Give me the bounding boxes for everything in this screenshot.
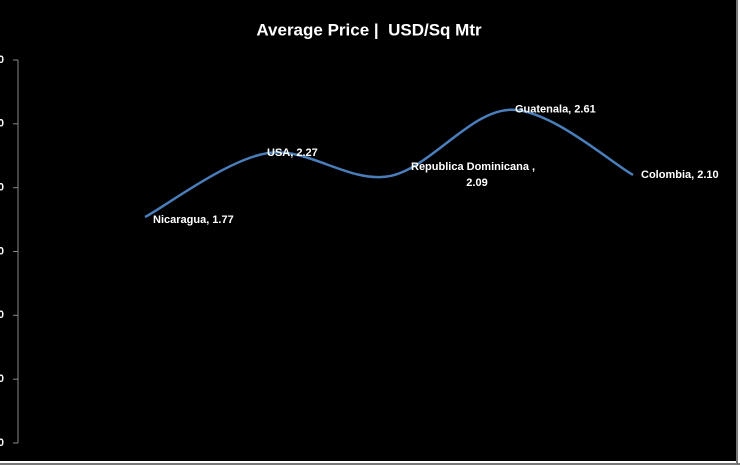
frame-edge (0, 463, 740, 465)
data-label: Republica Dominicana , 2.09 (411, 161, 535, 189)
y-tick-label: 1.50 (0, 245, 4, 257)
y-tick-label: 0.50 (0, 373, 4, 385)
data-label-line: Republica Dominicana , (411, 161, 535, 173)
y-tick-label: 0.00 (0, 437, 4, 449)
chart-title: Average Price | USD/Sq Mtr (256, 20, 482, 39)
y-tick-label: 2.00 (0, 182, 4, 194)
data-label: Colombia, 2.10 (641, 169, 719, 181)
y-tick-label: 3.00 (0, 54, 4, 66)
data-label: Guatenala, 2.61 (515, 104, 596, 116)
y-tick-label: 1.00 (0, 309, 4, 321)
data-label: USA, 2.27 (267, 147, 318, 159)
frame-edge (736, 0, 738, 465)
data-label-line: 2.09 (466, 177, 487, 189)
y-tick-label: 2.50 (0, 118, 4, 130)
chart-area (0, 0, 736, 461)
line (144, 108, 634, 219)
data-label: Nicaragua, 1.77 (153, 214, 234, 226)
